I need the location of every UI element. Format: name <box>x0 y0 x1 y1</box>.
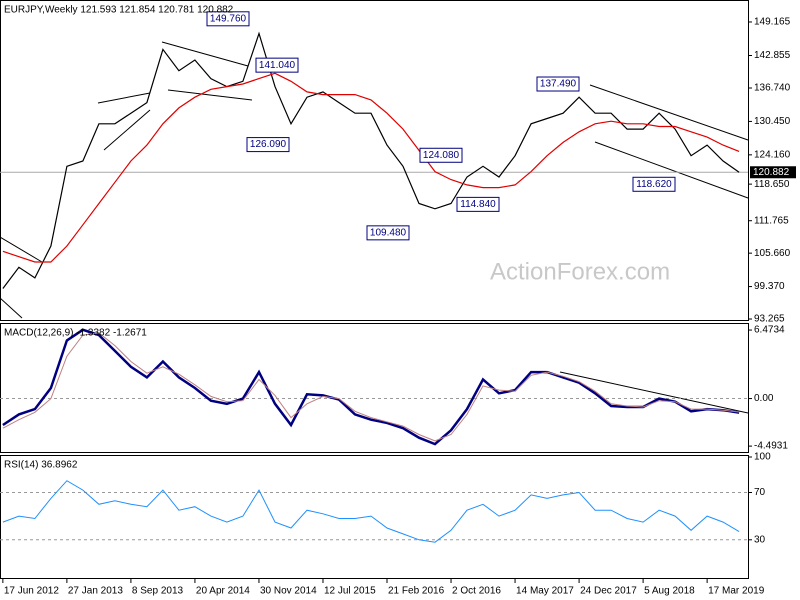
y-tick-label: 130.450 <box>754 116 791 127</box>
series-line <box>2 328 740 446</box>
x-tick-label: 20 Apr 2014 <box>196 586 250 597</box>
trendline <box>161 41 249 67</box>
trendline <box>589 84 749 141</box>
price-annotation-box <box>632 176 676 192</box>
panel-title: MACD(12,26,9) -1.3382 -1.2671 <box>4 328 147 339</box>
price-annotation: 109.480 <box>370 227 407 238</box>
panel-frame <box>0 0 749 321</box>
x-tick-label: 2 Oct 2016 <box>452 586 501 597</box>
price-annotation: 126.090 <box>250 139 287 150</box>
price-annotation-box <box>255 57 299 73</box>
y-tick-label: 118.650 <box>754 179 790 190</box>
price-annotation: 141.040 <box>259 60 296 71</box>
x-tick-label: 27 Jan 2013 <box>68 586 123 597</box>
y-tick-label: 99.370 <box>754 281 785 292</box>
y-tick-label: 136.740 <box>754 83 791 94</box>
y-tick-label: 111.765 <box>754 215 789 226</box>
price-annotation: 137.490 <box>540 79 577 90</box>
series-line <box>2 480 740 543</box>
series-line <box>2 332 740 442</box>
trendline <box>0 236 43 263</box>
y-tick-label: 105.660 <box>754 248 791 259</box>
trendline <box>167 89 253 101</box>
price-annotation: 149.760 <box>210 13 247 24</box>
price-annotation: 118.620 <box>636 179 672 190</box>
price-annotation-box <box>206 11 250 27</box>
x-tick-label: 24 Dec 2017 <box>580 586 637 597</box>
y-tick-label: 30 <box>754 534 766 545</box>
trendline <box>97 92 151 104</box>
panel-frame <box>0 455 749 579</box>
x-tick-label: 12 Jul 2015 <box>324 586 376 597</box>
series-line <box>2 72 740 263</box>
y-tick-label: 70 <box>754 487 766 498</box>
price-annotation-box <box>246 137 290 153</box>
x-tick-label: 30 Nov 2014 <box>260 586 317 597</box>
x-tick-label: 8 Sep 2013 <box>132 586 184 597</box>
y-tick-label: 6.4734 <box>754 325 785 336</box>
y-tick-label: 93.265 <box>754 314 785 325</box>
price-annotation-box <box>536 76 580 92</box>
x-tick-label: 5 Aug 2018 <box>644 586 695 597</box>
trendline <box>594 141 749 199</box>
last-price-label: 120.882 <box>753 167 790 178</box>
series-line <box>2 31 740 289</box>
x-tick-label: 17 Jun 2012 <box>4 586 59 597</box>
y-tick-label: 124.160 <box>754 149 791 160</box>
price-annotation-box <box>419 147 463 163</box>
trendline <box>103 109 151 151</box>
panel-title: EURJPY,Weekly 121.593 121.854 120.781 12… <box>4 5 234 16</box>
y-tick-label: -4.4931 <box>754 441 788 452</box>
price-annotation-box <box>366 225 410 241</box>
x-tick-label: 17 Mar 2019 <box>708 586 765 597</box>
panel-title: RSI(14) 36.8962 <box>4 460 78 471</box>
price-annotation: 124.080 <box>423 150 460 161</box>
price-annotation-box <box>456 196 500 212</box>
price-annotation: 114.840 <box>460 199 496 210</box>
trendline <box>0 297 23 319</box>
watermark: ActionForex.com <box>490 258 670 285</box>
x-tick-label: 14 May 2017 <box>516 586 574 597</box>
last-price-box <box>750 166 796 179</box>
trendline <box>559 371 749 414</box>
trendlines <box>0 41 749 414</box>
x-tick-label: 21 Feb 2016 <box>388 586 445 597</box>
y-tick-label: 149.165 <box>754 17 791 28</box>
y-tick-label: 100 <box>754 452 771 463</box>
y-tick-label: 0.00 <box>754 393 774 404</box>
y-tick-label: 142.855 <box>754 50 791 61</box>
panel-frame <box>0 323 749 453</box>
